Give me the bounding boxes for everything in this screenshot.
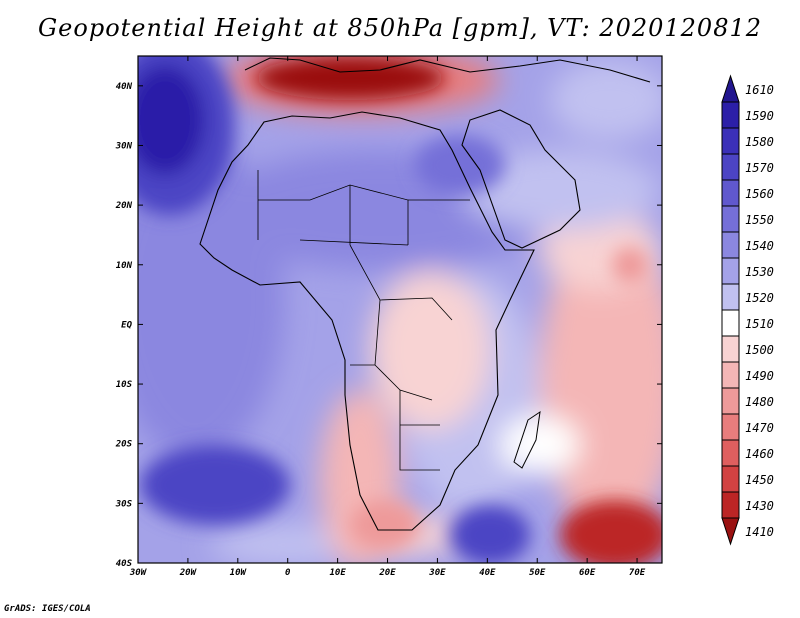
colorbar-label: 1530	[745, 265, 774, 279]
colorbar-swatch	[721, 101, 740, 129]
lon-tick-label: 40E	[479, 568, 496, 578]
lat-tick-label: 40N	[116, 82, 133, 92]
colorbar-swatch	[721, 153, 740, 181]
europe-coastline	[244, 57, 651, 83]
lat-tick-label: 10N	[116, 261, 133, 271]
colorbar-label: 1590	[745, 109, 774, 123]
colorbar-label: 1490	[745, 369, 774, 383]
colorbar-label: 1610	[745, 83, 774, 97]
lat-tick-label: 10S	[116, 380, 133, 390]
colorbar-label: 1520	[745, 291, 774, 305]
lon-tick-label: 30W	[129, 568, 148, 578]
country-borders	[257, 170, 470, 471]
colorbar: 1610 1590 1580 1570 1560 1550 1540 1530 1520 1510…	[721, 74, 774, 546]
lat-tick-label: EQ	[121, 320, 132, 330]
lon-tick-label: 0	[285, 568, 291, 578]
colorbar-label: 1480	[745, 395, 774, 409]
colorbar-label: 1560	[745, 187, 774, 201]
colorbar-swatch	[721, 517, 740, 546]
lon-tick-label: 10E	[329, 568, 346, 578]
axis-ticks	[137, 56, 662, 564]
colorbar-label: 1510	[745, 317, 774, 331]
lon-tick-label: 10W	[230, 568, 248, 578]
colorbar-swatch	[721, 127, 740, 155]
colorbar-label: 1540	[745, 239, 774, 253]
colorbar-label: 1580	[745, 135, 774, 149]
lon-tick-label: 30E	[428, 568, 446, 578]
colorbar-swatch	[721, 179, 740, 207]
colorbar-swatch	[721, 257, 740, 285]
map-title: Geopotential Height at 850hPa [gpm], VT:…	[38, 14, 762, 42]
lon-tick-label: 20W	[179, 568, 198, 578]
colorbar-label: 1550	[745, 213, 774, 227]
longitude-labels: 30W 20W 10W 0 10E 20E 30E 40E 50E 60E 70E	[129, 568, 646, 578]
madagascar-coastline	[513, 410, 541, 469]
colorbar-label: 1410	[745, 525, 774, 539]
arabia-coastline	[461, 109, 581, 249]
plot-frame	[137, 55, 663, 564]
lon-tick-label: 60E	[579, 568, 596, 578]
colorbar-swatch	[721, 413, 740, 441]
lon-tick-label: 50E	[529, 568, 546, 578]
colorbar-label: 1570	[745, 161, 774, 175]
lat-tick-label: 20S	[115, 440, 133, 450]
lon-tick-label: 70E	[629, 568, 646, 578]
colorbar-swatch	[721, 309, 740, 337]
colorbar-label: 1500	[745, 343, 774, 357]
colorbar-label: 1450	[745, 473, 774, 487]
colorbar-swatch	[721, 205, 740, 233]
colorbar-swatch	[721, 231, 740, 259]
lon-tick-label: 20E	[378, 568, 396, 578]
colorbar-swatch	[721, 491, 740, 519]
grads-credit: GrADS: IGES/COLA	[4, 604, 91, 614]
colorbar-swatch	[721, 283, 740, 311]
colorbar-swatch	[721, 361, 740, 389]
lat-tick-label: 30S	[115, 499, 133, 509]
colorbar-label: 1430	[745, 499, 774, 513]
lat-tick-label: 30N	[115, 141, 133, 151]
colorbar-swatch	[721, 387, 740, 415]
lat-tick-label: 40S	[116, 559, 133, 569]
colorbar-swatch	[721, 74, 740, 103]
lat-tick-label: 20N	[115, 201, 133, 211]
colorbar-label: 1460	[745, 447, 774, 461]
coastline	[199, 111, 535, 531]
latitude-labels: 40N 30N 20N 10N EQ 10S 20S 30S 40S	[115, 82, 133, 569]
height-field	[138, 56, 662, 563]
colorbar-swatch	[721, 335, 740, 363]
colorbar-swatch	[721, 465, 740, 493]
colorbar-swatch	[721, 439, 740, 467]
colorbar-label: 1470	[745, 421, 774, 435]
